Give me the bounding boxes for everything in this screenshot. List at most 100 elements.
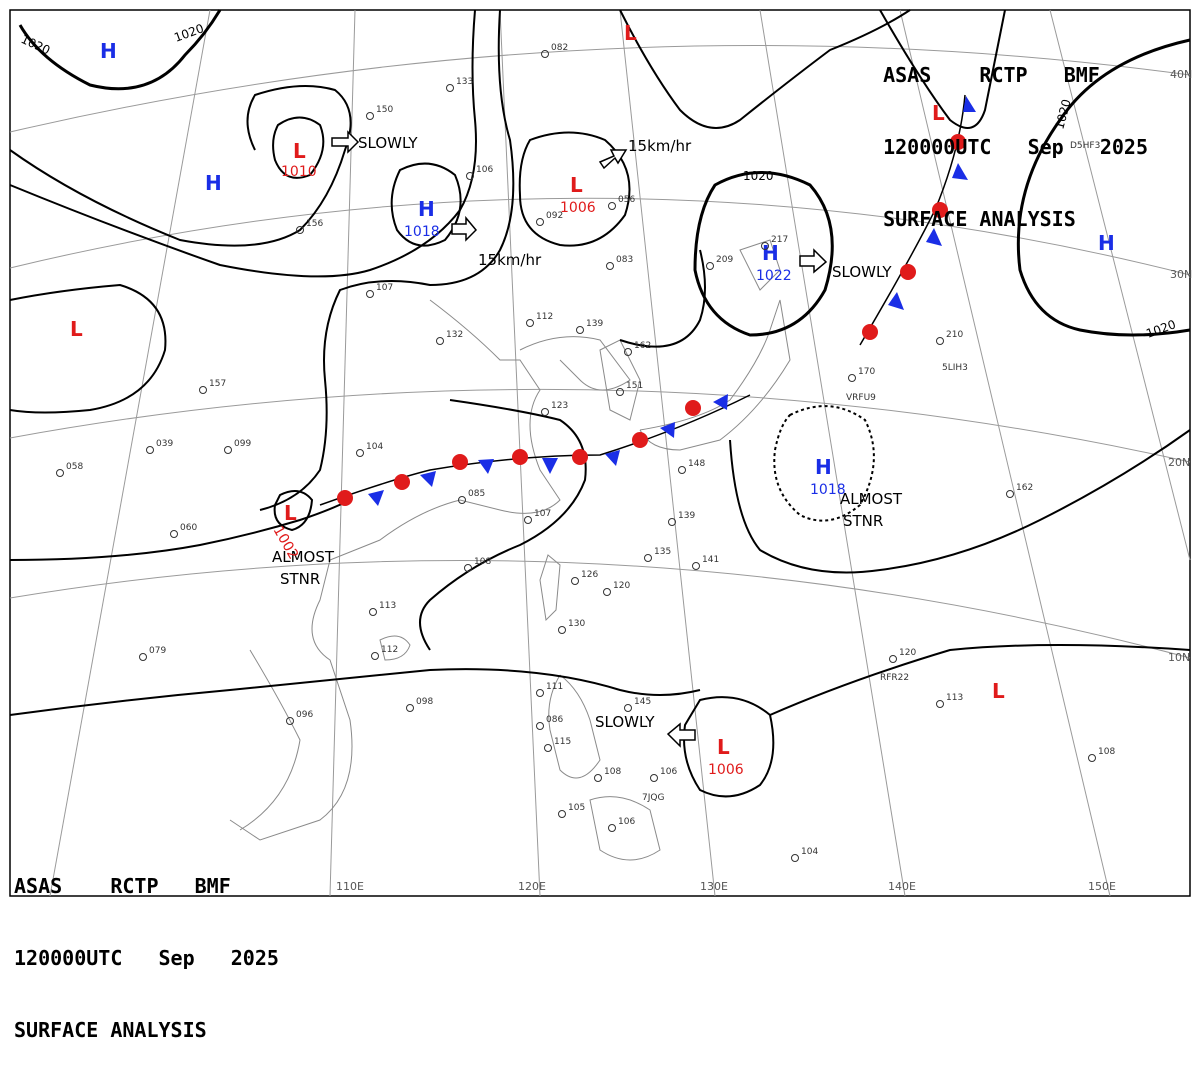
station-plot: 209 (706, 255, 733, 270)
station-plot: 141 (692, 555, 719, 570)
station-plot: 112 (371, 645, 398, 660)
lat-label: 10N (1168, 651, 1190, 664)
parallel-10n (9, 560, 1191, 659)
pressure-center: L (624, 21, 637, 45)
taiwan-coast (539, 554, 561, 622)
station-circle-icon (526, 319, 534, 327)
center-letter: L (293, 139, 306, 163)
station-circle-icon (366, 112, 374, 120)
isobar-central (259, 9, 515, 511)
japan-hokkaido (739, 239, 781, 291)
station-plot: 108 (464, 557, 491, 572)
station-circle-icon (603, 588, 611, 596)
isobar-label: 1020 (19, 32, 53, 58)
isobar-label: 1020 (172, 21, 205, 45)
warm-front-semicircle (394, 474, 410, 490)
movement-arrow-icon (666, 722, 696, 748)
isobar-1022-loop (693, 171, 834, 337)
station-circle-icon (848, 374, 856, 382)
cold-front-triangle (926, 228, 942, 246)
lat-label: 30N (1170, 268, 1192, 281)
hainan-coast (379, 635, 411, 661)
station-pressure: 148 (688, 459, 705, 469)
station-circle-icon (571, 577, 579, 585)
movement-label: SLOWLY (358, 134, 418, 152)
station-pressure: 039 (156, 439, 173, 449)
station-pressure: 099 (234, 439, 251, 449)
meridian-100e (49, 9, 211, 897)
station-plot: 170 (848, 367, 875, 382)
station-circle-icon (606, 262, 614, 270)
header-top-right: ASAS RCTP BMF 120000UTC Sep 2025 SURFACE… (883, 15, 1148, 255)
station-plot: 120 (603, 581, 630, 596)
station-circle-icon (146, 446, 154, 454)
china-coast (229, 299, 561, 841)
isobar-1010-loop (272, 116, 325, 179)
center-letter: H (418, 197, 435, 221)
station-plot: 162 (624, 341, 651, 356)
station-pressure: 108 (1098, 747, 1115, 757)
station-pressure: 092 (546, 211, 563, 221)
station-pressure: 098 (416, 697, 433, 707)
station-plot: 092 (536, 211, 563, 226)
station-pressure: 156 (306, 219, 323, 229)
station-pressure: 058 (66, 462, 83, 472)
isobar-trough (9, 499, 351, 561)
station-plot: 150 (366, 105, 393, 120)
center-value: 1006 (708, 762, 744, 778)
station-pressure: 210 (946, 330, 963, 340)
header-line-2: 120000UTC Sep 2025 (14, 946, 279, 970)
center-letter: L (570, 173, 583, 197)
cold-front-triangle (605, 450, 620, 466)
station-circle-icon (678, 466, 686, 474)
warm-front-semicircle (685, 400, 701, 416)
station-plot: 123 (541, 401, 568, 416)
lon-label: 130E (700, 880, 728, 893)
center-value: 1022 (756, 268, 792, 284)
station-pressure: 145 (634, 697, 651, 707)
station-plot: 079 (139, 646, 166, 661)
station-plot: 148 (678, 459, 705, 474)
station-circle-icon (576, 326, 584, 334)
station-circle-icon (761, 242, 769, 250)
warm-front-semicircle (452, 454, 468, 470)
station-circle-icon (466, 172, 474, 180)
header-line-3: SURFACE ANALYSIS (14, 1018, 207, 1042)
station-pressure: 111 (546, 682, 563, 692)
warm-front-semicircle (337, 490, 353, 506)
station-pressure: 106 (476, 165, 493, 175)
station-pressure: 209 (716, 255, 733, 265)
station-plot: 060 (170, 523, 197, 538)
station-plot: 086 (536, 715, 563, 730)
station-plot: 107 (366, 283, 393, 298)
station-circle-icon (706, 262, 714, 270)
station-pressure: 120 (899, 648, 916, 658)
stationary-front (319, 94, 976, 506)
cold-front-triangle (713, 394, 728, 410)
station-circle-icon (936, 700, 944, 708)
station-circle-icon (56, 469, 64, 477)
isobar-label: 1020 (1144, 317, 1177, 341)
lat-labels: 40N 30N 20N 10N (1168, 68, 1192, 664)
station-plot: 156 (296, 219, 323, 234)
station-plot: 083 (606, 255, 633, 270)
station-circle-icon (139, 653, 147, 661)
parallel-20n (9, 388, 1191, 463)
station-circle-icon (936, 337, 944, 345)
warm-front-semicircle (512, 449, 528, 465)
station-plot: 096 (286, 710, 313, 725)
station-plot: 130 (558, 619, 585, 634)
station-pressure: 106 (660, 767, 677, 777)
station-plot: 106 (466, 165, 493, 180)
meridian-110e (329, 9, 356, 897)
station-plot: 099 (224, 439, 251, 454)
station-circle-icon (458, 496, 466, 504)
station-pressure: 135 (654, 547, 671, 557)
front-cold-symbols (368, 96, 976, 506)
center-letter: L (70, 317, 83, 341)
station-pressure: 217 (771, 235, 788, 245)
station-plot: 106 (650, 767, 677, 782)
isobar-east-h (1016, 38, 1191, 337)
station-plots: 082 133 150 106 156 092 056 083 107 112 132 139 162 1… (56, 43, 1115, 862)
station-plot: 106 (608, 817, 635, 832)
